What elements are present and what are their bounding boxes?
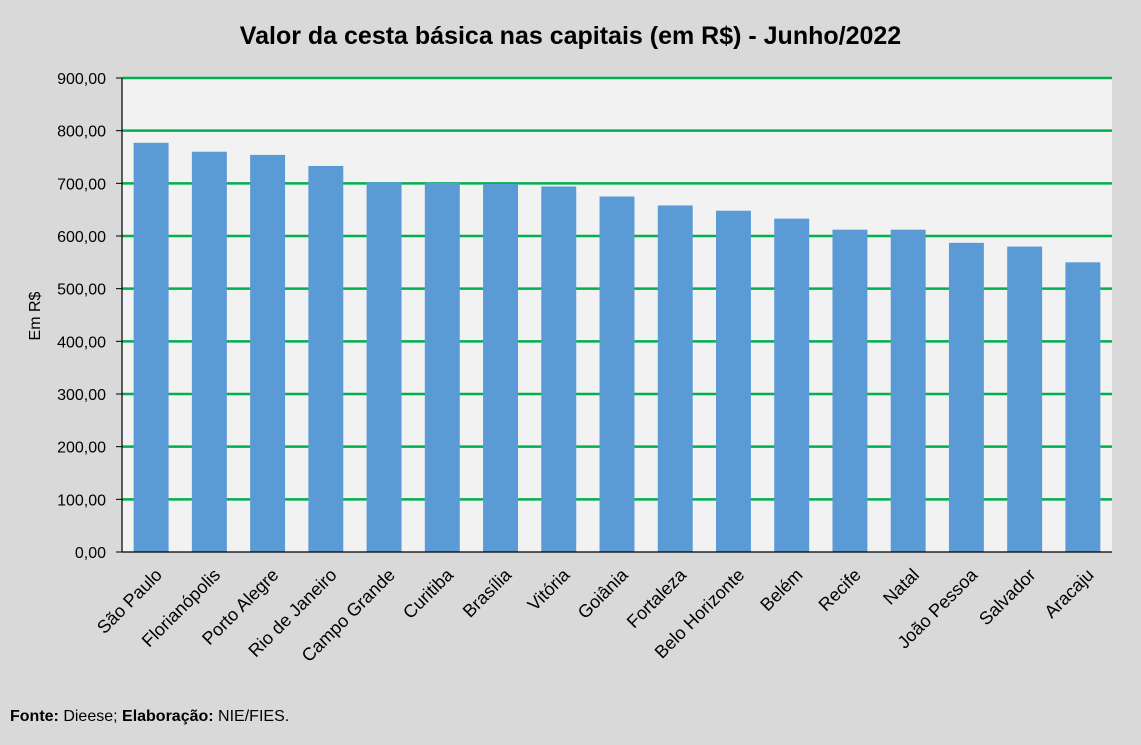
y-tick-label: 300,00 — [57, 387, 106, 404]
chart-title: Valor da cesta básica nas capitais (em R… — [239, 22, 902, 50]
x-tick-label: Aracaju — [1040, 565, 1097, 622]
y-tick-label: 200,00 — [57, 440, 106, 457]
source-label: Fonte: — [10, 708, 59, 725]
x-tick-label: Goiânia — [574, 564, 633, 623]
bar — [774, 218, 810, 552]
bar — [541, 186, 577, 552]
y-tick-label: 800,00 — [57, 124, 106, 141]
y-tick-label: 500,00 — [57, 282, 106, 299]
y-axis-label: Em R$ — [27, 291, 44, 340]
bar — [716, 210, 751, 552]
x-tick-label: Belém — [756, 565, 806, 615]
x-tick-label: Natal — [879, 565, 923, 609]
x-tick-label: Recife — [815, 565, 865, 615]
bar — [308, 165, 344, 552]
source-text: Dieese; — [58, 708, 123, 725]
bar — [657, 205, 693, 552]
bar — [250, 154, 286, 553]
elaboration-text: NIE/FIES. — [213, 708, 290, 725]
y-tick-label: 700,00 — [57, 176, 106, 193]
x-tick-label: Brasília — [459, 564, 516, 621]
bar — [366, 182, 402, 552]
bars — [133, 142, 1101, 553]
axes — [121, 78, 1112, 553]
bar — [133, 142, 169, 552]
y-tick-label: 900,00 — [57, 71, 106, 88]
bar — [599, 196, 635, 552]
y-tick-label: 600,00 — [57, 229, 106, 246]
x-tick-label: Vitória — [524, 564, 575, 615]
x-tick-label: Salvador — [975, 565, 1039, 629]
elaboration-label: Elaboração: — [122, 708, 214, 725]
bar — [1007, 246, 1043, 553]
y-tick-label: 400,00 — [57, 334, 106, 351]
bar — [948, 242, 984, 552]
y-tick-labels: 0,00 100,00 200,00 300,00 400,00 500,00 600,00… — [57, 71, 106, 562]
bar — [424, 182, 460, 552]
bar-chart: 0,00 100,00 200,00 300,00 400,00 500,00 600,00… — [27, 71, 1112, 666]
bar — [832, 229, 868, 552]
bar — [1065, 262, 1101, 552]
y-tick-label: 0,00 — [75, 545, 106, 562]
x-tick-label: Curitiba — [399, 564, 458, 623]
bar — [191, 151, 227, 552]
source-note: Fonte: Dieese; Elaboração: NIE/FIES. — [10, 708, 289, 726]
bar — [890, 229, 926, 552]
bar — [483, 183, 518, 553]
y-tick-label: 100,00 — [57, 492, 106, 509]
